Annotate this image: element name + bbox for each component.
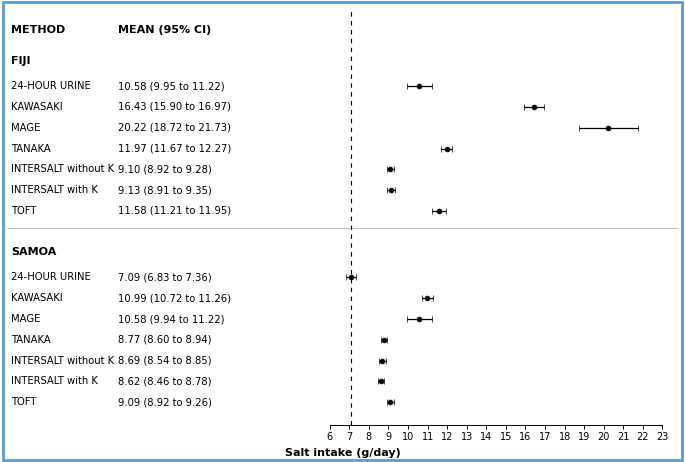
Text: 8.69 (8.54 to 8.85): 8.69 (8.54 to 8.85): [119, 356, 212, 365]
Text: MAGE: MAGE: [11, 123, 40, 133]
Text: 9.13 (8.91 to 9.35): 9.13 (8.91 to 9.35): [119, 185, 212, 195]
Text: INTERSALT with K: INTERSALT with K: [11, 185, 98, 195]
Text: 9.09 (8.92 to 9.26): 9.09 (8.92 to 9.26): [119, 397, 212, 407]
Text: TANAKA: TANAKA: [11, 335, 51, 345]
Text: 8.77 (8.60 to 8.94): 8.77 (8.60 to 8.94): [119, 335, 212, 345]
Text: INTERSALT without K: INTERSALT without K: [11, 356, 114, 365]
Text: 9.10 (8.92 to 9.28): 9.10 (8.92 to 9.28): [119, 164, 212, 174]
Text: KAWASAKI: KAWASAKI: [11, 293, 62, 303]
Text: 20.22 (18.72 to 21.73): 20.22 (18.72 to 21.73): [119, 123, 232, 133]
Text: 7.09 (6.83 to 7.36): 7.09 (6.83 to 7.36): [119, 273, 212, 282]
Text: 24-HOUR URINE: 24-HOUR URINE: [11, 81, 90, 91]
Text: KAWASAKI: KAWASAKI: [11, 102, 62, 112]
Text: 24-HOUR URINE: 24-HOUR URINE: [11, 273, 90, 282]
Text: 10.58 (9.94 to 11.22): 10.58 (9.94 to 11.22): [119, 314, 225, 324]
Text: 10.58 (9.95 to 11.22): 10.58 (9.95 to 11.22): [119, 81, 225, 91]
Text: 10.99 (10.72 to 11.26): 10.99 (10.72 to 11.26): [119, 293, 232, 303]
Text: 8.62 (8.46 to 8.78): 8.62 (8.46 to 8.78): [119, 377, 212, 386]
Text: TANAKA: TANAKA: [11, 144, 51, 153]
Text: METHOD: METHOD: [11, 25, 65, 35]
Text: TOFT: TOFT: [11, 206, 36, 216]
Text: SAMOA: SAMOA: [11, 248, 56, 257]
Text: TOFT: TOFT: [11, 397, 36, 407]
Text: INTERSALT with K: INTERSALT with K: [11, 377, 98, 386]
Text: 11.97 (11.67 to 12.27): 11.97 (11.67 to 12.27): [119, 144, 232, 153]
Text: MAGE: MAGE: [11, 314, 40, 324]
Text: FIJI: FIJI: [11, 56, 30, 66]
X-axis label: Salt intake (g/day): Salt intake (g/day): [285, 448, 400, 457]
Text: 16.43 (15.90 to 16.97): 16.43 (15.90 to 16.97): [119, 102, 232, 112]
Text: 11.58 (11.21 to 11.95): 11.58 (11.21 to 11.95): [119, 206, 232, 216]
Text: INTERSALT without K: INTERSALT without K: [11, 164, 114, 174]
Text: MEAN (95% CI): MEAN (95% CI): [119, 25, 212, 35]
